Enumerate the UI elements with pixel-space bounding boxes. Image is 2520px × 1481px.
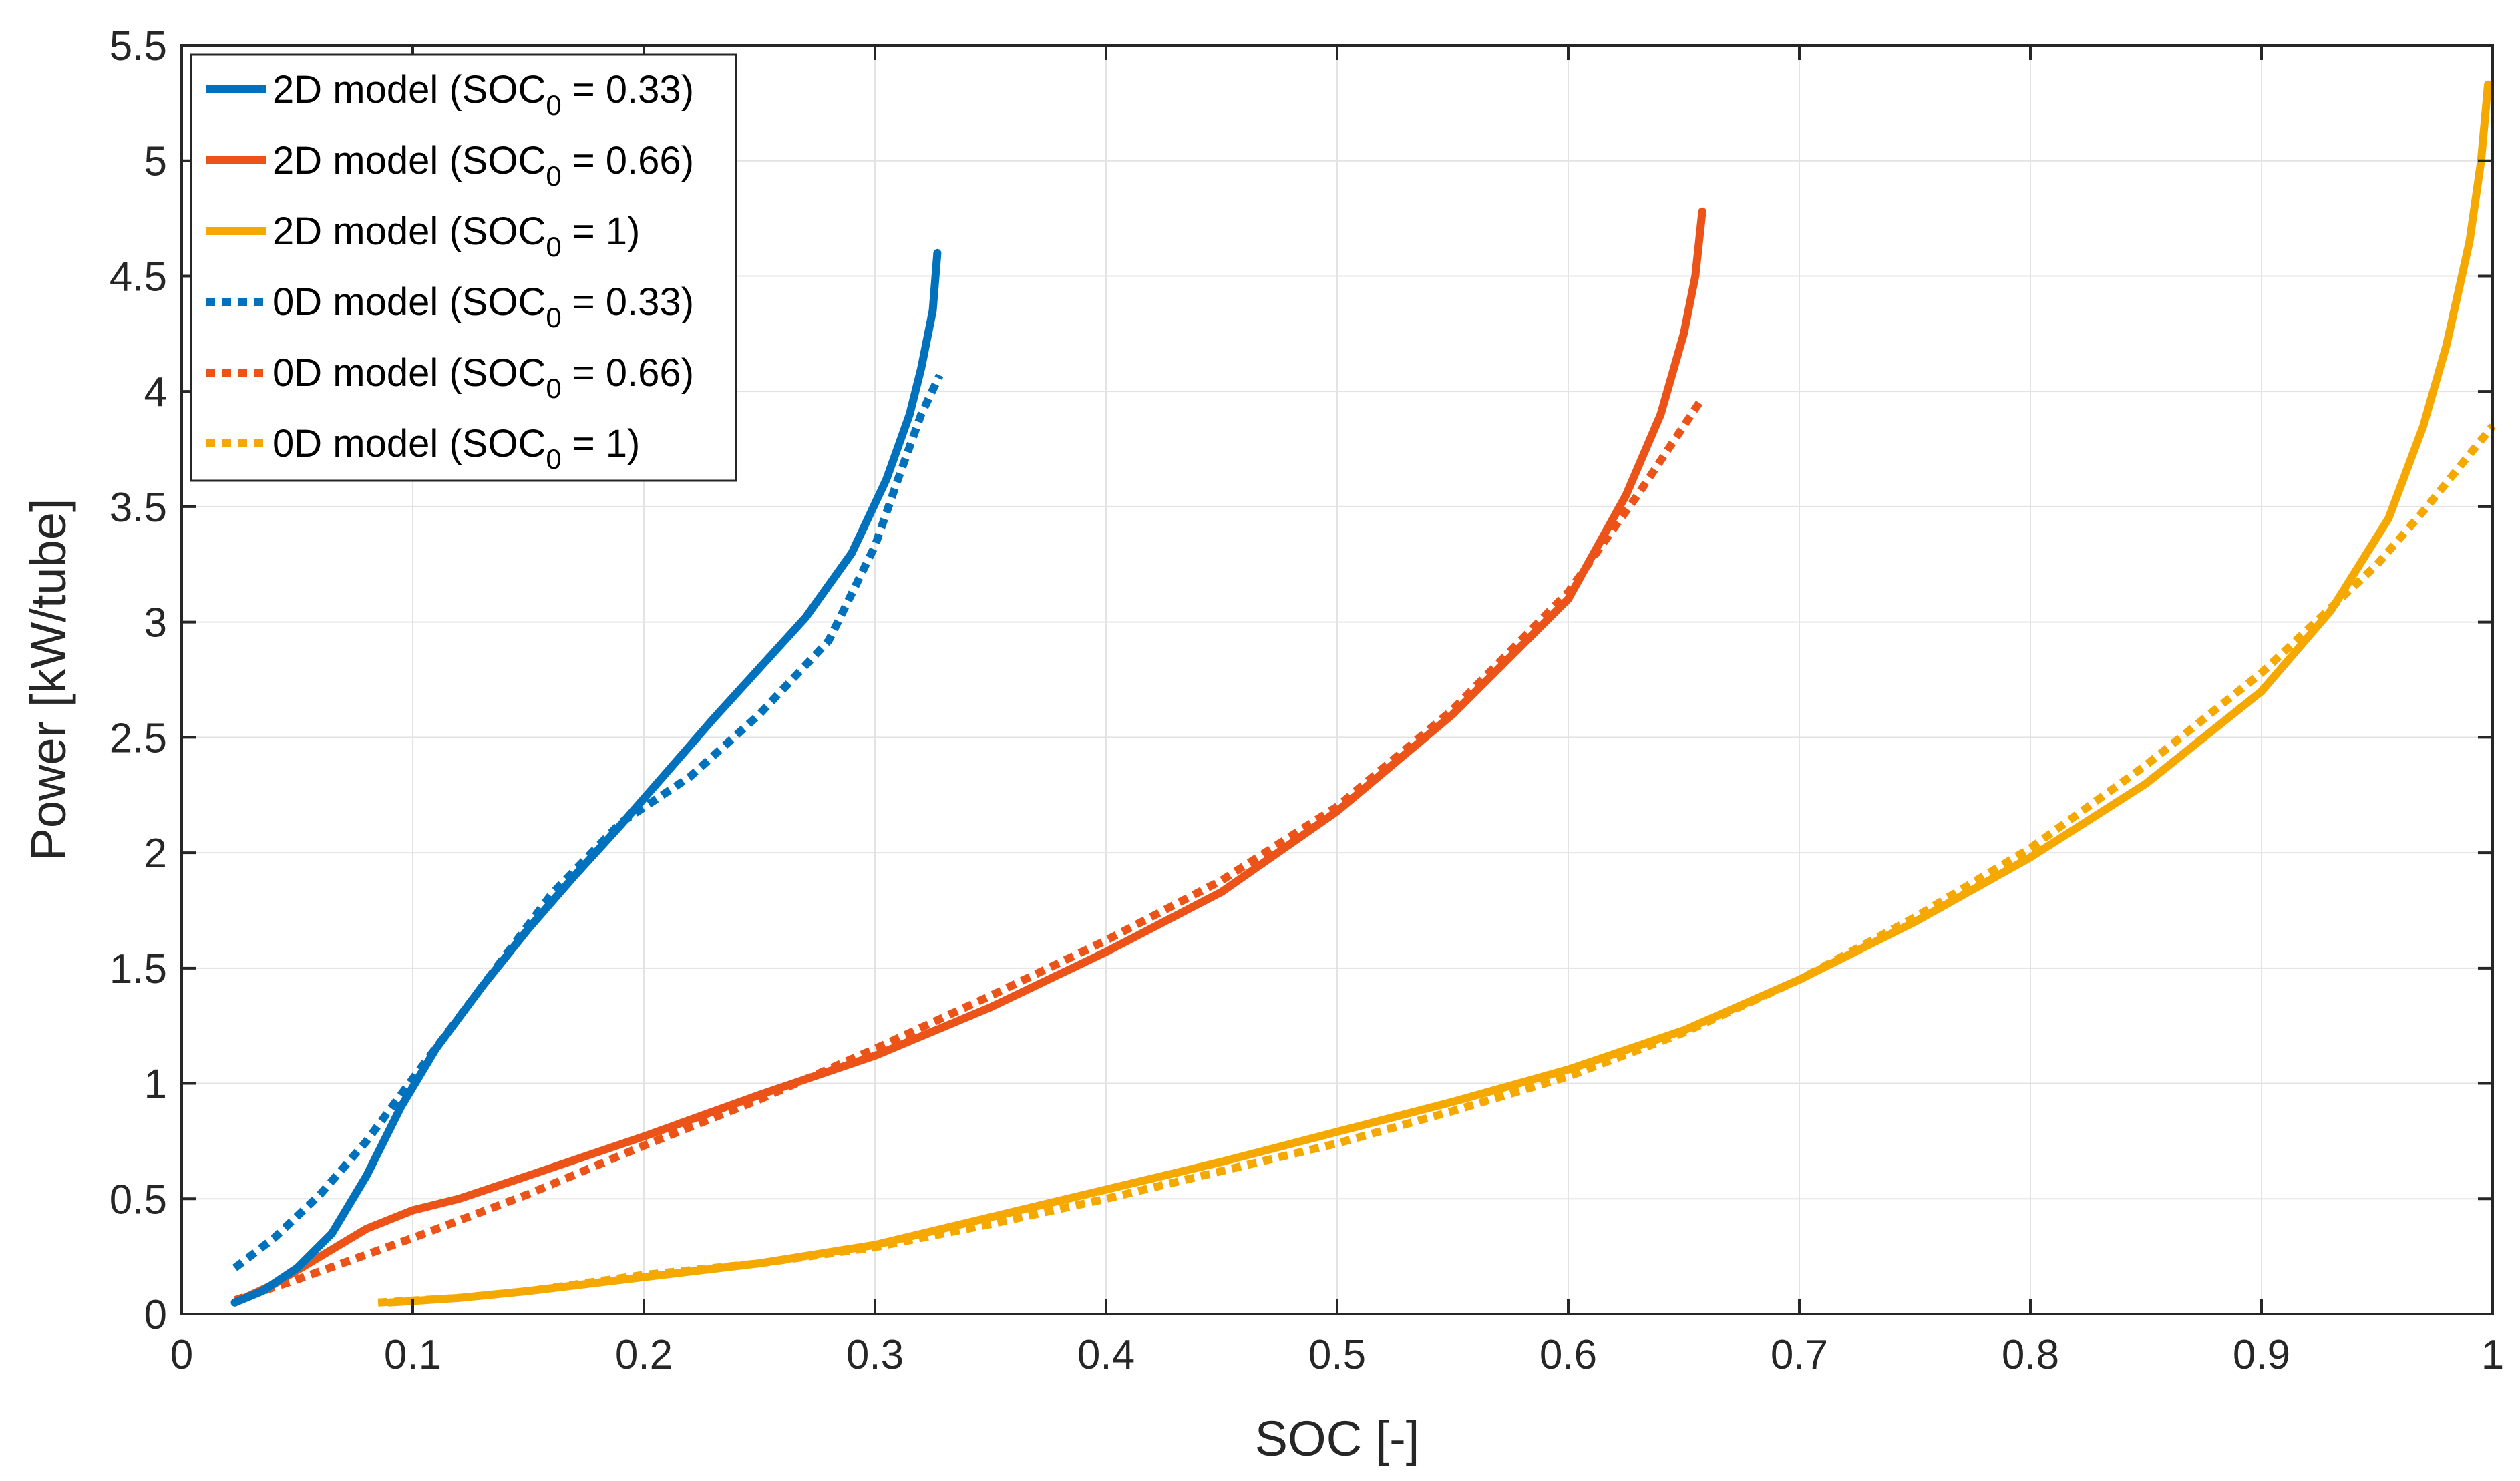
x-tick-label: 0.1 [384,1332,441,1378]
legend-label-3: 2D model (SOC0 = 1) [273,210,640,262]
legend-label-6: 0D model (SOC0 = 1) [273,422,640,475]
y-tick-label: 4.5 [110,254,167,300]
x-axis-label: SOC [-] [1255,1411,1420,1466]
series-line-5 [233,396,1706,1304]
x-tick-label: 0.2 [615,1332,673,1378]
legend: 2D model (SOC0 = 0.33) 2D model (SOC0 = 0… [190,53,737,482]
x-tick-label: 0.8 [2002,1332,2059,1378]
series-line-4 [232,373,944,1271]
x-tick-label: 0.3 [846,1332,904,1378]
y-tick-label: 5.5 [110,23,167,69]
x-tick-label: 0.5 [1308,1332,1366,1378]
x-tick-label: 1 [2481,1332,2504,1378]
series-line-2 [230,207,1706,1307]
y-axis-label: Power [kW/tube] [21,499,76,861]
x-tick-label: 0.7 [1771,1332,1828,1378]
legend-box [190,53,737,482]
x-tick-label: 0 [170,1332,193,1378]
x-tick-label: 0.9 [2233,1332,2290,1378]
y-tick-label: 1.5 [110,946,167,992]
y-tick-label: 5 [144,139,167,185]
series-line-6 [377,423,2496,1307]
legend-label-5: 0D model (SOC0 = 0.66) [273,351,694,404]
legend-label-4: 0D model (SOC0 = 0.33) [273,280,694,333]
x-tick-label: 0.6 [1540,1332,1597,1378]
y-tick-label: 0.5 [110,1177,167,1223]
y-tick-label: 3 [144,600,167,646]
y-tick-label: 3.5 [110,485,167,531]
y-tick-label: 1 [144,1062,167,1108]
series-line-1 [230,248,942,1307]
x-tick-label: 0.4 [1077,1332,1135,1378]
legend-label-1: 2D model (SOC0 = 0.33) [273,68,694,121]
legend-label-2: 2D model (SOC0 = 0.66) [273,139,694,192]
y-tick-label: 4 [144,369,167,415]
y-tick-label: 2 [144,831,167,877]
y-tick-label: 0 [144,1292,167,1338]
series-lines [230,80,2496,1307]
y-tick-label: 2.5 [110,715,167,761]
